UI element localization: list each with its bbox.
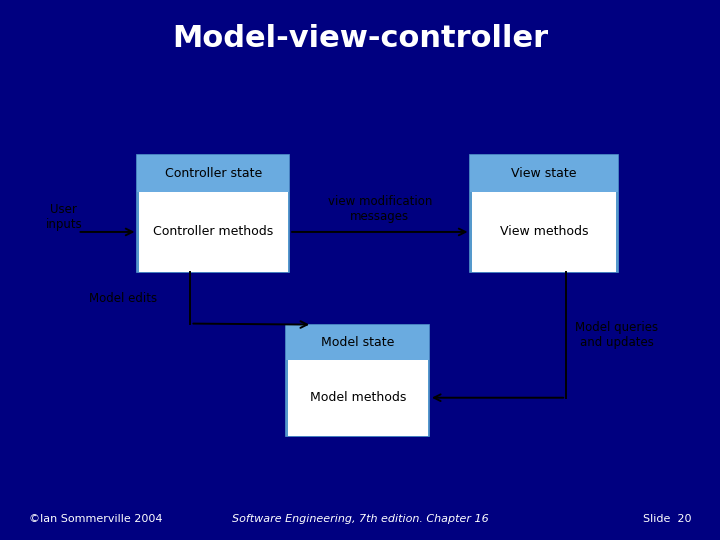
Text: View state: View state xyxy=(511,167,577,180)
Bar xyxy=(470,155,618,272)
Text: Controller state: Controller state xyxy=(165,167,262,180)
Bar xyxy=(287,325,429,436)
Text: Software Engineering, 7th edition. Chapter 16: Software Engineering, 7th edition. Chapt… xyxy=(232,515,488,524)
Bar xyxy=(288,360,428,436)
Bar xyxy=(287,325,429,360)
Bar xyxy=(138,155,289,272)
Text: User
inputs: User inputs xyxy=(45,203,82,231)
Bar xyxy=(472,192,616,272)
Text: Model methods: Model methods xyxy=(310,391,406,404)
Bar xyxy=(138,155,289,192)
Text: Model queries
and updates: Model queries and updates xyxy=(575,321,658,349)
Bar xyxy=(139,192,288,272)
Text: Slide  20: Slide 20 xyxy=(643,515,691,524)
Bar xyxy=(470,155,618,192)
Text: Model-view-controller: Model-view-controller xyxy=(172,24,548,53)
Text: Model state: Model state xyxy=(321,335,395,349)
Text: View methods: View methods xyxy=(500,225,588,239)
Text: Controller methods: Controller methods xyxy=(153,225,274,239)
Text: Model edits: Model edits xyxy=(89,292,158,305)
Text: ©Ian Sommerville 2004: ©Ian Sommerville 2004 xyxy=(29,515,162,524)
Text: view modification
messages: view modification messages xyxy=(328,194,432,222)
